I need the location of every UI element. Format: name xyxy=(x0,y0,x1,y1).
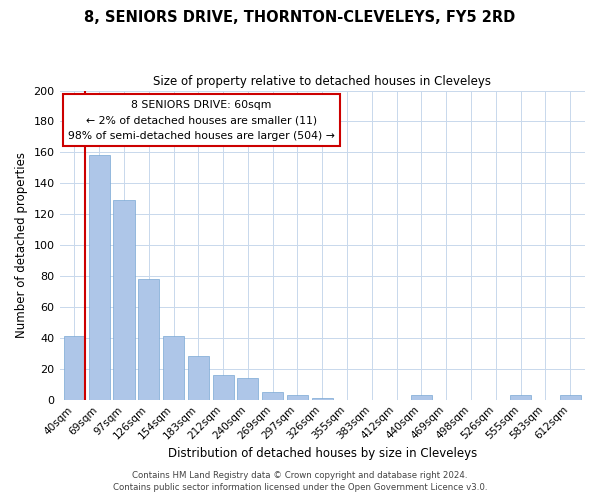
Bar xyxy=(287,395,308,400)
Text: Contains HM Land Registry data © Crown copyright and database right 2024.
Contai: Contains HM Land Registry data © Crown c… xyxy=(113,471,487,492)
Bar xyxy=(113,200,134,400)
Y-axis label: Number of detached properties: Number of detached properties xyxy=(15,152,28,338)
Text: 8, SENIORS DRIVE, THORNTON-CLEVELEYS, FY5 2RD: 8, SENIORS DRIVE, THORNTON-CLEVELEYS, FY… xyxy=(85,10,515,25)
Text: 8 SENIORS DRIVE: 60sqm
← 2% of detached houses are smaller (11)
98% of semi-deta: 8 SENIORS DRIVE: 60sqm ← 2% of detached … xyxy=(68,100,335,141)
Title: Size of property relative to detached houses in Cleveleys: Size of property relative to detached ho… xyxy=(153,75,491,88)
Bar xyxy=(312,398,333,400)
Bar xyxy=(138,279,160,400)
Bar xyxy=(89,156,110,400)
Bar xyxy=(262,392,283,400)
Bar xyxy=(188,356,209,400)
Bar xyxy=(411,395,432,400)
Bar xyxy=(212,375,233,400)
X-axis label: Distribution of detached houses by size in Cleveleys: Distribution of detached houses by size … xyxy=(167,447,477,460)
Bar xyxy=(238,378,259,400)
Bar xyxy=(163,336,184,400)
Bar xyxy=(560,395,581,400)
Bar xyxy=(510,395,531,400)
Bar xyxy=(64,336,85,400)
